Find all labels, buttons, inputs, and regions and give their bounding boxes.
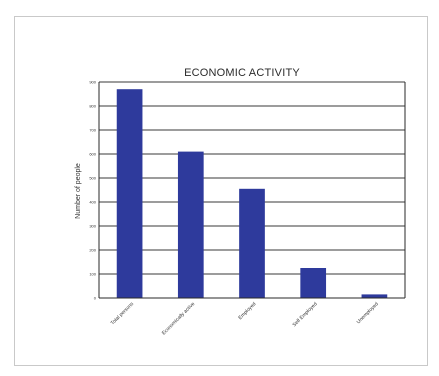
category-label: Total persons	[110, 301, 136, 327]
y-tick-label: 500	[89, 176, 96, 181]
y-tick-label: 700	[89, 128, 96, 133]
y-tick-labels: 0 100 200 300 400 500 600 700 800 900	[89, 80, 96, 301]
category-label: Unemployed	[356, 301, 380, 325]
y-tick-label: 600	[89, 152, 96, 157]
chart-frame	[14, 16, 428, 366]
chart-title: ECONOMIC ACTIVITY	[184, 67, 300, 79]
y-tick-label: 800	[89, 104, 96, 109]
bars	[116, 89, 388, 298]
y-tick-label: 900	[89, 80, 96, 85]
y-tick-label: 400	[89, 200, 96, 205]
category-labels: Total persons Economically active Employed…	[110, 301, 380, 337]
bar	[361, 294, 388, 298]
y-tick-label: 200	[89, 248, 96, 253]
bar	[177, 151, 204, 298]
bar	[300, 268, 327, 298]
y-axis-title: Number of people	[75, 163, 82, 219]
category-label: Employed	[237, 301, 257, 321]
category-label: Economically active	[161, 301, 196, 336]
y-tick-label: 100	[89, 272, 96, 277]
axes	[98, 82, 406, 299]
y-tick-label: 300	[89, 224, 96, 229]
bar	[239, 188, 265, 298]
y-tick-label: 0	[94, 296, 97, 301]
bar	[116, 89, 143, 298]
category-label: Self Employed	[292, 301, 319, 328]
